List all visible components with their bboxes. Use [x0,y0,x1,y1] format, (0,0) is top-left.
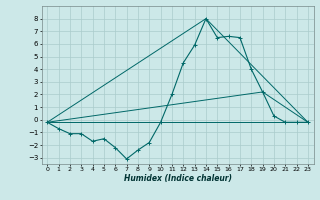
X-axis label: Humidex (Indice chaleur): Humidex (Indice chaleur) [124,174,232,183]
